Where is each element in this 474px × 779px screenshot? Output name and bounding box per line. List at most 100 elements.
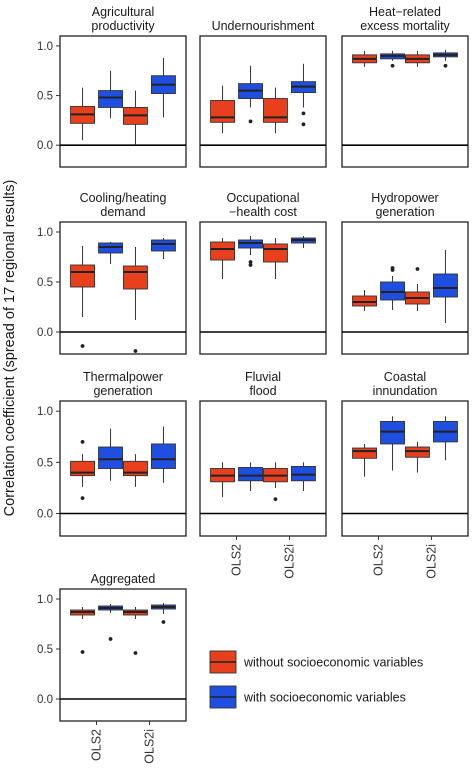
- box-iqr: [263, 98, 288, 123]
- box-without-socioeconomic: [123, 607, 148, 655]
- box-with-socioeconomic: [380, 266, 405, 310]
- box-without-socioeconomic: [263, 238, 288, 279]
- facet-title-line: Undernourishment: [212, 19, 315, 33]
- outlier-point: [80, 496, 85, 501]
- box-without-socioeconomic: [405, 441, 430, 473]
- y-tick-label: 0.0: [37, 140, 53, 152]
- facet-panel: Thermalpower generation 0.0 0.5 1.0: [37, 370, 187, 537]
- facet-panel: Heat−related excess mortality: [341, 5, 469, 168]
- facet-panel: Coastal innundation OLS2 OLS2i: [341, 370, 469, 579]
- facet-title-line: generation: [375, 205, 434, 219]
- outlier-point: [248, 263, 253, 267]
- box-with-socioeconomic: [151, 426, 176, 483]
- box-without-socioeconomic: [210, 238, 235, 279]
- facet-title-line: −health cost: [229, 205, 297, 219]
- outlier-point: [390, 266, 395, 270]
- facet-panel: Hydropower generation: [341, 191, 469, 355]
- facet-title-line: Heat−related: [369, 5, 441, 19]
- facet-title: Fluvial flood: [245, 370, 281, 398]
- box-without-socioeconomic: [263, 462, 288, 502]
- panel-border: [341, 35, 469, 168]
- facet-title-line: innundation: [373, 384, 438, 398]
- facet-title: Occupational −health cost: [227, 191, 300, 219]
- box-iqr: [151, 239, 176, 252]
- box-without-socioeconomic: [210, 462, 235, 498]
- x-tick-label: OLS2i: [424, 544, 438, 579]
- box-with-socioeconomic: [291, 462, 316, 491]
- box-with-socioeconomic: [151, 603, 176, 624]
- box-with-socioeconomic: [238, 462, 263, 491]
- panel-border: [59, 400, 187, 537]
- y-tick-label: 0.5: [37, 457, 53, 469]
- y-axis-label: Correlation coefficient (spread of 17 re…: [2, 180, 18, 517]
- facet-title-line: Hydropower: [371, 191, 438, 205]
- box-without-socioeconomic: [352, 290, 377, 311]
- x-tick-label: OLS2i: [142, 729, 156, 764]
- y-tick-label: 0.0: [37, 327, 53, 339]
- facet-title-line: generation: [93, 384, 152, 398]
- box-iqr: [98, 446, 123, 469]
- x-tick-label: OLS2: [230, 544, 244, 576]
- legend-item: with socioeconomic variables: [209, 685, 406, 709]
- outlier-point: [80, 650, 85, 654]
- panel-border: [199, 400, 327, 537]
- box-without-socioeconomic: [405, 267, 430, 311]
- y-tick-label: 1.0: [37, 406, 53, 418]
- facet-title-line: Fluvial: [245, 370, 281, 384]
- facet-title-line: excess mortality: [360, 19, 450, 33]
- facet-title: Agricultural productivity: [91, 5, 155, 33]
- outlier-point: [108, 637, 113, 641]
- box-without-socioeconomic: [352, 443, 377, 477]
- facet-title: Aggregated: [91, 572, 156, 586]
- facet-title: Thermalpower generation: [83, 370, 163, 398]
- box-without-socioeconomic: [123, 247, 148, 353]
- box-iqr: [433, 273, 458, 298]
- box-with-socioeconomic: [98, 428, 123, 481]
- outlier-point: [80, 344, 85, 348]
- legend-item: without socioeconomic variables: [209, 650, 423, 674]
- box-with-socioeconomic: [433, 250, 458, 323]
- outlier-point: [443, 63, 448, 68]
- facet-title-line: Occupational: [227, 191, 300, 205]
- box-iqr: [98, 90, 123, 108]
- facet-title: Heat−related excess mortality: [360, 5, 450, 33]
- outlier-point: [80, 440, 85, 444]
- box-with-socioeconomic: [238, 65, 263, 124]
- facet-title-line: Cooling/heating: [80, 191, 167, 205]
- panel-border: [59, 221, 187, 355]
- box-with-socioeconomic: [98, 242, 123, 264]
- outlier-point: [248, 119, 253, 124]
- panel-border: [59, 588, 187, 722]
- panel-border: [199, 221, 327, 355]
- outlier-point: [248, 260, 253, 264]
- panel-border: [199, 35, 327, 168]
- box-without-socioeconomic: [405, 50, 430, 67]
- box-with-socioeconomic: [380, 50, 405, 68]
- box-with-socioeconomic: [151, 57, 176, 118]
- box-without-socioeconomic: [352, 50, 377, 67]
- outlier-point: [133, 651, 138, 655]
- x-tick-label: OLS2i: [282, 544, 296, 579]
- facet-panel: Occupational −health cost: [199, 191, 327, 355]
- outlier-point: [273, 497, 278, 502]
- box-iqr: [263, 243, 288, 263]
- box-iqr: [210, 100, 235, 123]
- x-tick-label: OLS2: [372, 544, 386, 576]
- facet-title: Coastal innundation: [373, 370, 438, 398]
- x-tick-label: OLS2: [90, 729, 104, 761]
- box-iqr: [352, 447, 377, 459]
- y-tick-label: 0.5: [37, 91, 53, 103]
- y-tick-label: 0.5: [37, 277, 53, 289]
- box-without-socioeconomic: [210, 85, 235, 134]
- outlier-point: [161, 620, 166, 624]
- facet-title: Cooling/heating demand: [80, 191, 167, 219]
- facet-title-line: Coastal: [384, 370, 426, 384]
- y-tick-label: 0.0: [37, 509, 53, 521]
- box-without-socioeconomic: [70, 607, 95, 654]
- facet-panel: Agricultural productivity 0.0 0.5 1.0: [37, 5, 187, 168]
- facet-panel: Fluvial flood OLS2 OLS2i: [199, 370, 327, 579]
- facet-panel: Undernourishment: [199, 19, 327, 168]
- box-with-socioeconomic: [291, 63, 316, 127]
- box-iqr: [70, 264, 95, 288]
